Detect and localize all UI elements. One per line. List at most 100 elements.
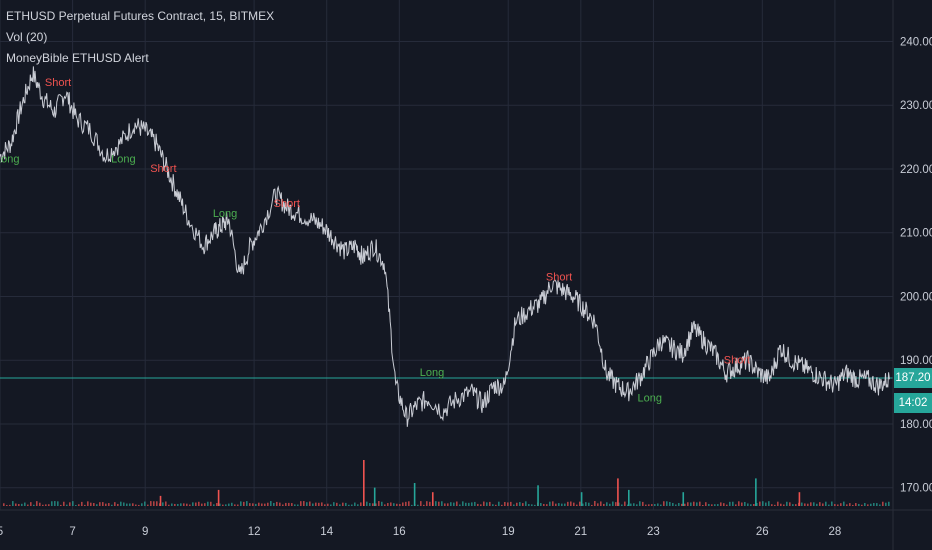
volume-bar <box>660 504 662 506</box>
volume-bar <box>438 501 440 506</box>
volume-bar <box>390 502 392 506</box>
volume-bar <box>696 502 698 506</box>
volume-bar <box>375 503 377 506</box>
volume-bar <box>780 503 782 506</box>
volume-bar <box>204 503 206 506</box>
volume-bar <box>543 503 545 506</box>
volume-spike <box>617 478 619 506</box>
volume-bar <box>567 501 569 506</box>
volume-bar <box>633 503 635 506</box>
volume-bar <box>108 503 110 506</box>
volume-bar <box>837 504 839 506</box>
volume-bar <box>429 501 431 506</box>
time-axis-tick-label: 23 <box>647 526 660 538</box>
symbol-title[interactable]: ETHUSD Perpetual Futures Contract, 15, B… <box>6 9 275 23</box>
volume-bar <box>885 502 887 506</box>
volume-bar <box>825 501 827 506</box>
price-axis-tick-label: 220.00 <box>900 164 932 176</box>
time-axis-tick-label: 28 <box>829 526 842 538</box>
alert-indicator-label[interactable]: MoneyBible ETHUSD Alert <box>6 51 149 65</box>
volume-bar <box>600 501 602 506</box>
volume-bar <box>573 502 575 506</box>
volume-bar <box>171 503 173 506</box>
volume-bar <box>771 504 773 506</box>
volume-bar <box>801 502 803 506</box>
volume-bar <box>192 502 194 506</box>
volume-bar <box>282 504 284 506</box>
volume-bar <box>693 501 695 506</box>
volume-bar <box>198 501 200 506</box>
volume-bar <box>66 504 68 506</box>
volume-bar <box>645 504 647 506</box>
price-series-line <box>0 66 890 427</box>
volume-bar <box>741 502 743 506</box>
volume-bar <box>561 503 563 506</box>
volume-bar <box>162 502 164 506</box>
volume-bar <box>681 503 683 506</box>
volume-bar <box>441 501 443 506</box>
volume-bar <box>627 504 629 506</box>
volume-bar <box>792 504 794 506</box>
volume-bar <box>9 504 11 506</box>
volume-bar <box>804 503 806 506</box>
volume-bar <box>483 501 485 506</box>
volume-bar <box>510 501 512 506</box>
volume-bar <box>579 501 581 506</box>
volume-bar <box>249 503 251 506</box>
volume-bar <box>546 504 548 506</box>
price-axis[interactable]: 240.00 230.00 220.00 210.00 200.00 190.00 180.… <box>900 36 932 494</box>
volume-bar <box>225 504 227 506</box>
chart-legend: ETHUSD Perpetual Futures Contract, 15, B… <box>6 6 274 69</box>
volume-bar <box>411 504 413 506</box>
volume-bar <box>687 502 689 506</box>
volume-bar <box>213 504 215 506</box>
volume-bar <box>273 502 275 506</box>
volume-bar <box>552 501 554 506</box>
time-axis-tick-label: 26 <box>756 526 769 538</box>
volume-bar <box>6 504 8 506</box>
volume-bar <box>144 501 146 506</box>
volume-bar <box>861 504 863 506</box>
long-signal-label: Long <box>213 208 237 220</box>
volume-bar <box>351 504 353 506</box>
volume-bar <box>60 504 62 506</box>
long-signal-label: Long <box>420 367 444 379</box>
volume-bar <box>882 501 884 506</box>
volume-bar <box>702 504 704 506</box>
volume-bar <box>711 504 713 506</box>
volume-bar <box>123 502 125 506</box>
time-axis[interactable]: 5 7 9 12 14 16 19 21 23 26 28 <box>0 526 841 538</box>
volume-bar <box>582 503 584 506</box>
time-axis-tick-label: 9 <box>142 526 148 538</box>
price-axis-tick-label: 240.00 <box>900 36 932 48</box>
volume-bar <box>387 503 389 506</box>
volume-spike <box>580 492 583 506</box>
volume-bar <box>183 503 185 506</box>
volume-bar <box>594 501 596 506</box>
volume-bar <box>609 503 611 506</box>
price-axis-tick-label: 210.00 <box>900 228 932 240</box>
volume-bar <box>99 502 101 506</box>
volume-bar <box>54 501 56 506</box>
volume-bar <box>840 503 842 506</box>
volume-bar <box>597 503 599 506</box>
volume-bar <box>102 502 104 506</box>
volume-bar <box>474 501 476 506</box>
volume-bar <box>765 502 767 506</box>
volume-spike <box>682 492 685 506</box>
volume-indicator-label[interactable]: Vol (20) <box>6 30 48 44</box>
volume-bar <box>810 502 812 506</box>
volume-bar <box>276 501 278 506</box>
volume-spike <box>373 487 376 506</box>
volume-bar <box>651 504 653 506</box>
volume-spike <box>159 495 162 506</box>
volume-bar <box>435 501 437 506</box>
volume-bar <box>477 503 479 506</box>
volume-bar <box>186 503 188 506</box>
volume-bar <box>384 504 386 506</box>
volume-bar <box>132 503 134 506</box>
volume-bar <box>444 503 446 506</box>
volume-bar <box>339 504 341 506</box>
volume-bar <box>699 501 701 506</box>
